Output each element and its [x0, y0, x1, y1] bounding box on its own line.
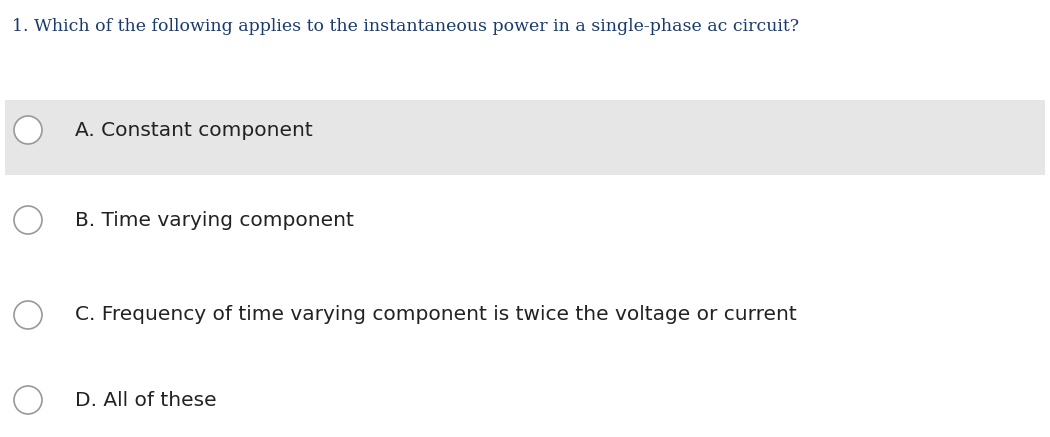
- Text: 1. Which of the following applies to the instantaneous power in a single-phase a: 1. Which of the following applies to the…: [12, 18, 799, 35]
- Text: C. Frequency of time varying component is twice the voltage or current: C. Frequency of time varying component i…: [75, 305, 797, 325]
- Bar: [5, 100, 1045, 175]
- Ellipse shape: [14, 116, 42, 144]
- Ellipse shape: [14, 206, 42, 234]
- Ellipse shape: [14, 386, 42, 414]
- Text: B. Time varying component: B. Time varying component: [75, 211, 354, 229]
- Text: A. Constant component: A. Constant component: [75, 121, 313, 139]
- Text: D. All of these: D. All of these: [75, 391, 216, 409]
- Ellipse shape: [14, 301, 42, 329]
